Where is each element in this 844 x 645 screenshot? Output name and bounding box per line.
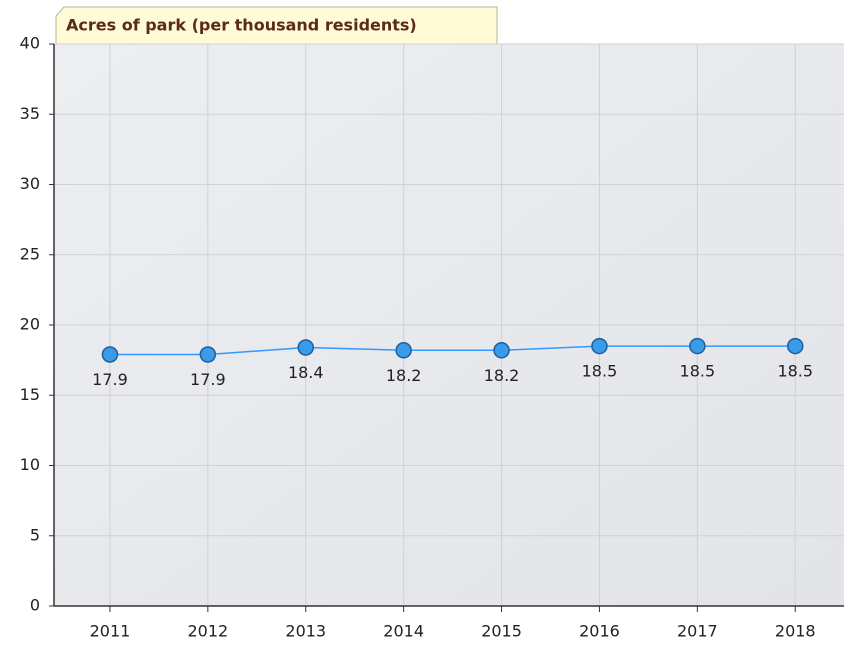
data-label: 18.2	[484, 366, 520, 385]
x-tick-label: 2013	[285, 622, 326, 641]
data-point	[297, 339, 314, 356]
data-point	[493, 342, 510, 359]
data-label: 17.9	[92, 370, 128, 389]
chart-title: Acres of park (per thousand residents)	[66, 16, 417, 35]
y-tick-label: 30	[20, 174, 40, 193]
x-tick-label: 2015	[481, 622, 522, 641]
data-point	[591, 337, 608, 355]
x-tick-label: 2017	[677, 622, 718, 641]
data-point	[101, 346, 119, 363]
y-tick-label: 40	[20, 34, 40, 53]
y-tick-label: 15	[20, 385, 40, 404]
x-tick-label: 2016	[579, 622, 620, 641]
data-label: 18.5	[777, 362, 813, 381]
y-tick-label: 0	[30, 596, 40, 615]
series-line	[109, 345, 796, 356]
data-label: 18.5	[680, 362, 716, 381]
y-tick-label: 20	[20, 315, 40, 334]
data-label: 18.2	[386, 366, 422, 385]
x-tick-label: 2011	[90, 622, 131, 641]
y-tick-label: 10	[20, 455, 40, 474]
data-point	[395, 342, 412, 359]
data-label: 18.5	[582, 362, 618, 381]
data-point	[199, 346, 217, 363]
data-label: 18.4	[288, 363, 324, 382]
data-point	[787, 337, 804, 355]
data-point	[689, 337, 706, 355]
data-label: 17.9	[190, 370, 226, 389]
y-tick-label: 25	[20, 244, 40, 263]
x-tick-label: 2018	[775, 622, 816, 641]
x-tick-label: 2014	[383, 622, 424, 641]
y-tick-label: 5	[30, 525, 40, 544]
x-tick-label: 2012	[187, 622, 228, 641]
y-tick-label: 35	[20, 104, 40, 123]
